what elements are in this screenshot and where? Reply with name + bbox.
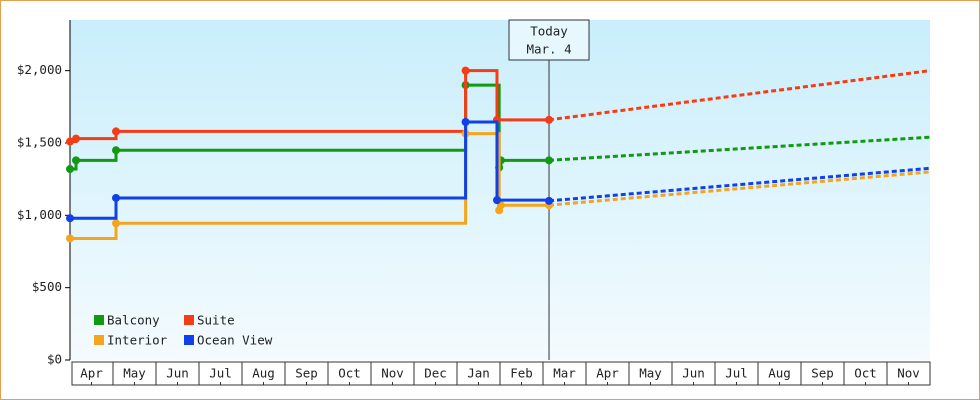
x-tick-label: Jul	[725, 366, 748, 381]
y-tick-label: $500	[32, 279, 62, 294]
x-tick-label: Sep	[295, 366, 318, 381]
point	[112, 127, 121, 136]
x-tick-label: Aug	[252, 366, 275, 381]
point	[545, 115, 554, 124]
y-tick-label: $2,000	[17, 62, 62, 77]
point	[66, 165, 74, 174]
point	[545, 196, 554, 205]
today-label: Mar. 4	[526, 42, 571, 57]
point	[461, 118, 470, 126]
point	[112, 219, 121, 228]
x-tick-label: Jan	[467, 366, 490, 381]
x-tick-label: Feb	[510, 366, 533, 381]
point	[112, 146, 121, 155]
today-box	[508, 19, 590, 61]
y-tick-label: $0	[47, 352, 62, 367]
x-tick-label: Mar	[553, 366, 576, 381]
x-tick-label: May	[123, 366, 146, 381]
projection-line	[548, 69, 931, 122]
point	[66, 214, 74, 223]
legend-swatch	[94, 335, 104, 345]
x-tick-label: Dec	[424, 366, 447, 381]
x-tick-label: May	[639, 366, 662, 381]
legend-label: Ocean View	[197, 333, 273, 348]
point	[492, 196, 501, 205]
x-tick-label: Jul	[209, 366, 232, 381]
y-tick-label: $1,500	[17, 134, 62, 149]
x-tick-label: Oct	[338, 366, 361, 381]
point	[72, 156, 81, 165]
legend-swatch	[184, 335, 194, 345]
point	[112, 193, 121, 202]
point	[72, 134, 81, 143]
legend-label: Suite	[197, 313, 235, 328]
legend-swatch	[184, 315, 194, 325]
legend-swatch	[94, 315, 104, 325]
point	[545, 156, 554, 165]
today-label: Today	[530, 24, 568, 39]
x-tick-label: Jun	[166, 366, 189, 381]
x-tick-label: Sep	[811, 366, 834, 381]
x-tick-label: Oct	[854, 366, 877, 381]
x-tick-label: Apr	[596, 366, 619, 381]
x-tick-label: Nov	[381, 366, 404, 381]
x-tick-label: Nov	[897, 366, 920, 381]
x-tick-label: Apr	[80, 366, 103, 381]
point	[461, 66, 470, 75]
point	[66, 234, 74, 243]
point	[66, 137, 74, 146]
y-tick-label: $1,000	[17, 207, 62, 222]
x-tick-label: Aug	[768, 366, 791, 381]
x-tick-label: Jun	[682, 366, 705, 381]
legend-label: Balcony	[107, 313, 160, 328]
legend-label: Interior	[107, 333, 168, 348]
